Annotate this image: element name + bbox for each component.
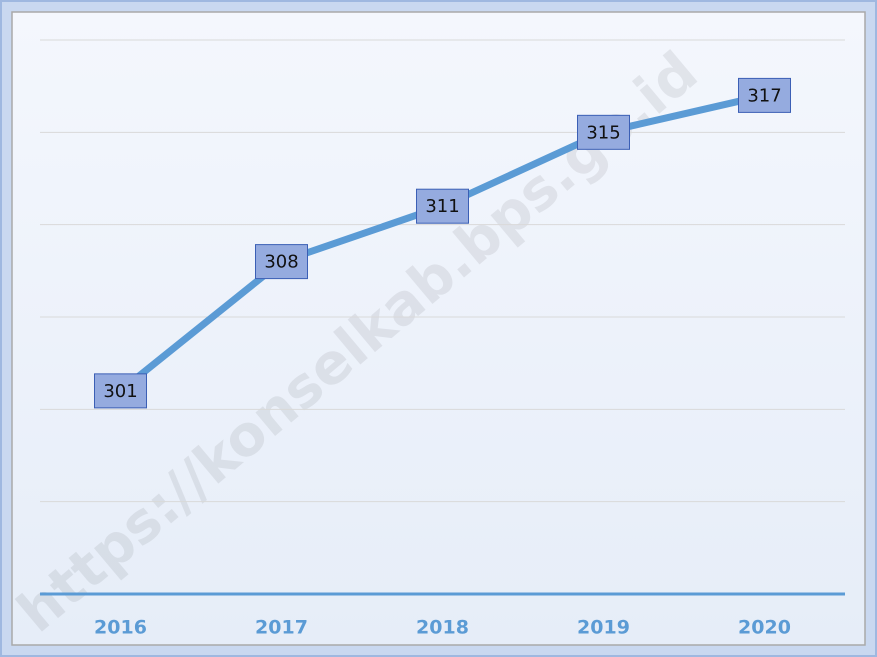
data-label: 317: [747, 85, 781, 106]
data-label-box: [416, 188, 469, 224]
data-label-box: [255, 244, 308, 280]
x-tick-label: 2019: [577, 617, 630, 639]
data-label-box: [94, 373, 147, 409]
x-tick-label: 2018: [416, 617, 469, 639]
data-label: 301: [103, 381, 137, 402]
plot-panel: [11, 11, 866, 646]
data-label: 315: [586, 122, 620, 143]
data-label-box: [577, 114, 630, 150]
data-label: 308: [264, 252, 298, 273]
x-tick-label: 2016: [94, 617, 147, 639]
data-label-box: [738, 77, 791, 113]
x-tick-label: 2020: [738, 617, 791, 639]
x-tick-label: 2017: [255, 617, 308, 639]
data-label: 311: [425, 196, 459, 217]
